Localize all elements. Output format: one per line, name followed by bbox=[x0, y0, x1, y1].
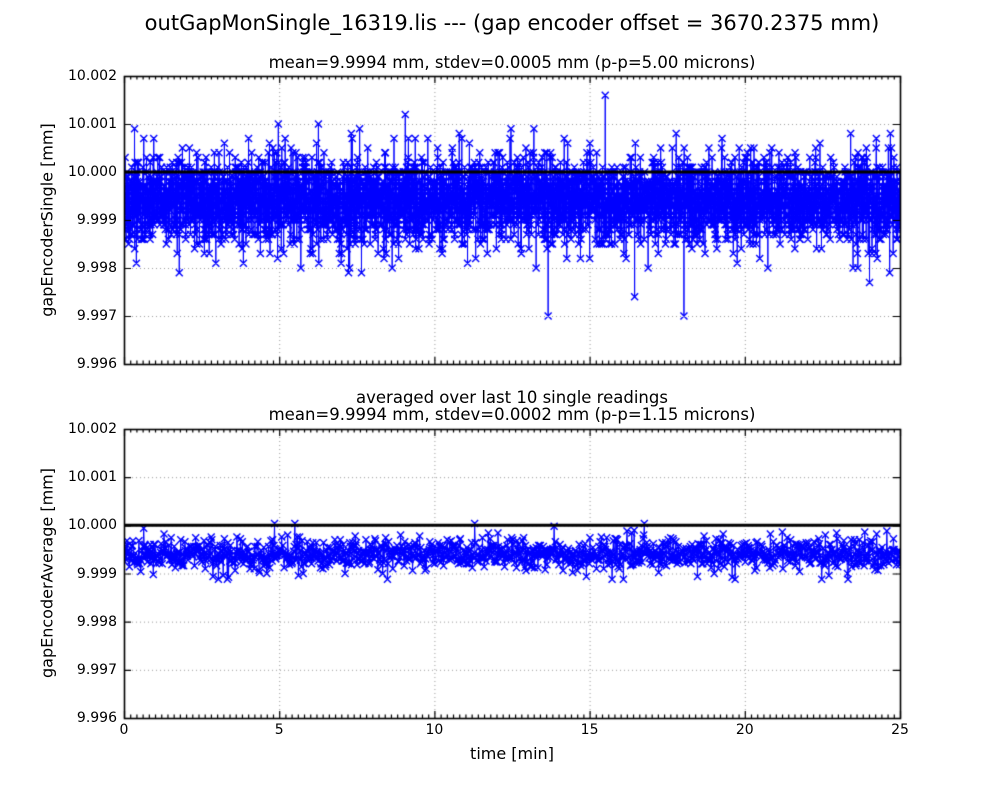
x-tick-label: 5 bbox=[274, 722, 284, 738]
y-tick-label: 9.996 bbox=[76, 710, 117, 726]
chart2-title-line1: averaged over last 10 single readings bbox=[356, 388, 668, 407]
x-tick-label: 20 bbox=[735, 722, 754, 738]
figure-title: outGapMonSingle_16319.lis --- (gap encod… bbox=[144, 11, 880, 35]
y-tick-label: 10.000 bbox=[68, 164, 117, 180]
x-tick-label: 10 bbox=[425, 722, 444, 738]
x-tick-label: 0 bbox=[119, 722, 129, 738]
chart2-x-axis-label: time [min] bbox=[470, 744, 554, 763]
x-tick-label: 15 bbox=[580, 722, 599, 738]
y-tick-label: 9.998 bbox=[76, 260, 117, 276]
chart1-y-axis-label: gapEncoderSingle [mm] bbox=[37, 123, 57, 317]
y-tick-label: 9.999 bbox=[76, 565, 117, 582]
chart1-title: mean=9.9994 mm, stdev=0.0005 mm (p-p=5.0… bbox=[268, 53, 756, 72]
y-tick-label: 9.996 bbox=[76, 356, 117, 372]
y-tick-label: 10.001 bbox=[68, 469, 117, 486]
y-tick-label: 10.002 bbox=[68, 421, 117, 437]
y-tick-label: 9.997 bbox=[76, 308, 117, 324]
chart2-y-axis-label: gapEncoderAverage [mm] bbox=[37, 468, 57, 678]
x-tick-label: 25 bbox=[891, 722, 909, 738]
y-tick-label: 9.997 bbox=[76, 661, 117, 678]
chart2-title-line2: mean=9.9994 mm, stdev=0.0002 mm (p-p=1.1… bbox=[268, 405, 756, 424]
y-tick-label: 10.000 bbox=[68, 517, 117, 534]
y-tick-label: 10.001 bbox=[68, 116, 117, 132]
y-tick-label: 10.002 bbox=[68, 68, 117, 84]
y-tick-label: 9.999 bbox=[76, 212, 117, 228]
y-tick-label: 9.998 bbox=[76, 613, 117, 630]
